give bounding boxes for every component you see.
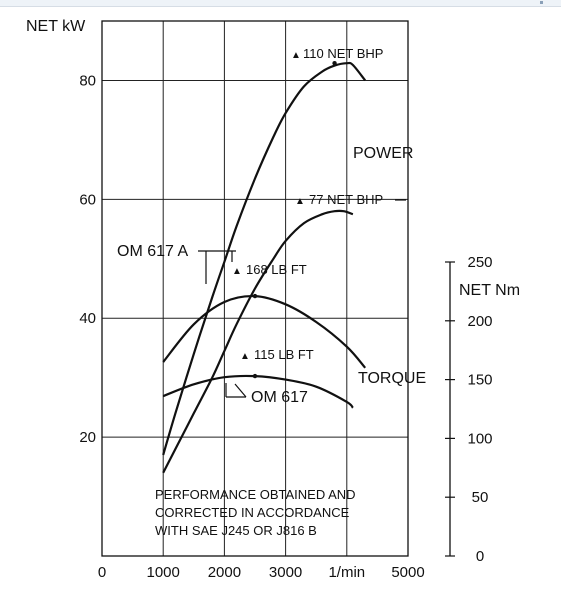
peak-markers: [252, 61, 337, 379]
label-power: POWER: [353, 145, 413, 162]
label-torque: TORQUE: [358, 370, 426, 387]
y-right-tick-label-5: 250: [467, 254, 492, 271]
y-right-tick-label-1: 50: [472, 489, 489, 506]
series-line-torque-2: [162, 294, 367, 369]
plot-border: [101, 20, 409, 557]
svg-text:WITH SAE J245 OR J816 B: WITH SAE J245 OR J816 B: [155, 523, 317, 538]
annotation-115-lb-ft: ▲ 115 LB FT: [240, 347, 314, 362]
window-handle-icon: [540, 1, 543, 4]
y-left-tick-label-1: 40: [79, 310, 96, 327]
peak-marker-0: [332, 61, 337, 66]
y-right-tick-label-0: 0: [476, 548, 484, 565]
window-top-strip: [0, 0, 561, 7]
x-tick-label-2: 2000: [208, 564, 241, 581]
annotation-168-lb-ft: ▲ 168 LB FT: [232, 262, 307, 277]
footnote: PERFORMANCE OBTAINED AND CORRECTED IN AC…: [155, 487, 356, 538]
svg-text:▲: ▲: [291, 50, 301, 61]
label-om617a: OM 617 A: [117, 243, 188, 260]
label-om617a-leader: [198, 250, 236, 284]
label-om617: OM 617: [251, 389, 308, 406]
label-om617-leader: [225, 383, 247, 398]
svg-text:168 LB FT: 168 LB FT: [246, 262, 307, 277]
x-tick-label-4: 1/min: [328, 564, 365, 581]
peak-marker-3: [252, 373, 258, 379]
svg-text:▲: ▲: [232, 266, 242, 277]
svg-text:77 NET BHP: 77 NET BHP: [309, 192, 383, 207]
x-tick-label-0: 0: [98, 564, 106, 581]
svg-text:PERFORMANCE OBTAINED AND: PERFORMANCE OBTAINED AND: [155, 487, 356, 502]
right-axis: [445, 261, 455, 557]
y-right-tick-label-2: 100: [467, 430, 492, 447]
svg-text:▲: ▲: [240, 351, 250, 362]
svg-text:CORRECTED IN ACCORDANCE: CORRECTED IN ACCORDANCE: [155, 505, 350, 520]
series-line-torque-3: [162, 374, 354, 409]
y-left-tick-label-3: 80: [79, 72, 96, 89]
svg-text:▲: ▲: [295, 196, 305, 207]
y-left-tick-label-2: 60: [79, 191, 96, 208]
x-tick-label-3: 3000: [269, 564, 302, 581]
right-axis-title: NET Nm: [459, 282, 520, 299]
annotation-110-net-bhp: ▲ 110 NET BHP: [291, 46, 383, 61]
series-line-power-0: [162, 61, 367, 456]
left-axis-title: NET kW: [26, 18, 86, 35]
grid-lines: [102, 21, 408, 556]
series-line-power-1: [162, 209, 354, 474]
x-tick-label-1: 1000: [147, 564, 180, 581]
peak-marker-2: [252, 293, 258, 299]
x-tick-label-5: 5000: [391, 564, 424, 581]
y-left-tick-label-0: 20: [79, 429, 96, 446]
annotation-77-net-bhp: ▲ 77 NET BHP: [295, 192, 406, 207]
plot-frame: [101, 20, 409, 557]
svg-text:110 NET BHP: 110 NET BHP: [303, 46, 383, 61]
y-right-tick-label-4: 200: [467, 313, 492, 330]
tick-labels: 0 1000 2000 3000 1/min 5000 20 40 60 80 0 50 100 150 2…: [79, 72, 492, 581]
series-lines: [162, 61, 367, 474]
y-right-tick-label-3: 150: [467, 372, 492, 389]
svg-text:115 LB FT: 115 LB FT: [254, 347, 314, 362]
